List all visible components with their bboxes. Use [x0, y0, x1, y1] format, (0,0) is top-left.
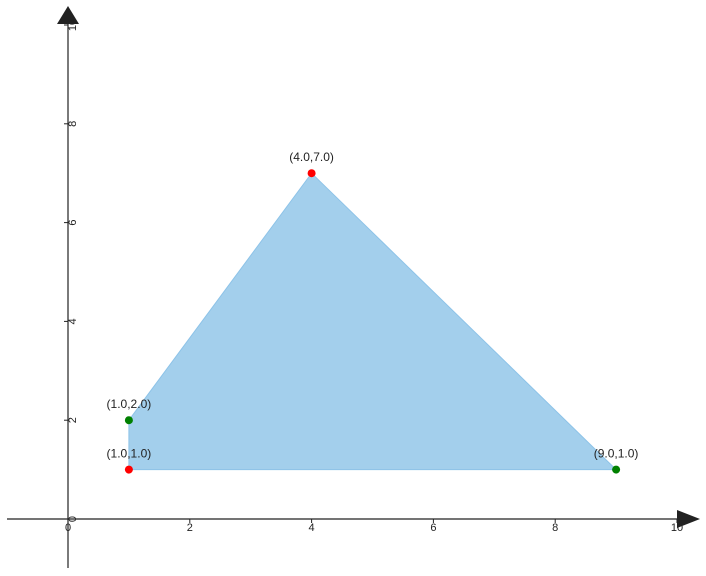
shaded-polygon	[128, 172, 618, 471]
x-tick-label: 2	[187, 522, 193, 534]
vertex-points: (1.0,1.0) (1.0,2.0) (4.0,7.0) (9.0,1.0)	[107, 150, 639, 474]
y-tick-label: 10	[67, 19, 79, 31]
y-tick-label: 2	[67, 417, 79, 423]
x-tick-label: 6	[430, 522, 436, 534]
axis-ticks: 0 2 4 6 8 10 0 2 4 6 8 10	[64, 19, 683, 534]
y-tick-label: 8	[67, 121, 79, 127]
point-label: (1.0,1.0)	[107, 447, 152, 461]
point-label: (1.0,2.0)	[107, 397, 152, 411]
x-tick-label: 4	[309, 522, 315, 534]
vertex-point	[124, 416, 133, 425]
vertex-point	[307, 169, 316, 178]
x-tick-label: 10	[671, 522, 683, 534]
y-tick-label: 0	[67, 516, 79, 522]
y-tick-label: 6	[67, 220, 79, 226]
x-axis-arrowhead	[677, 510, 700, 528]
y-axis-arrowhead	[57, 6, 79, 24]
y-tick-label: 4	[67, 318, 79, 324]
vertex-point	[124, 465, 133, 474]
point-label: (4.0,7.0)	[289, 150, 334, 164]
vertex-point	[612, 465, 621, 474]
x-tick-label: 8	[552, 522, 558, 534]
point-label: (9.0,1.0)	[594, 447, 639, 461]
x-tick-label: 0	[65, 522, 71, 534]
